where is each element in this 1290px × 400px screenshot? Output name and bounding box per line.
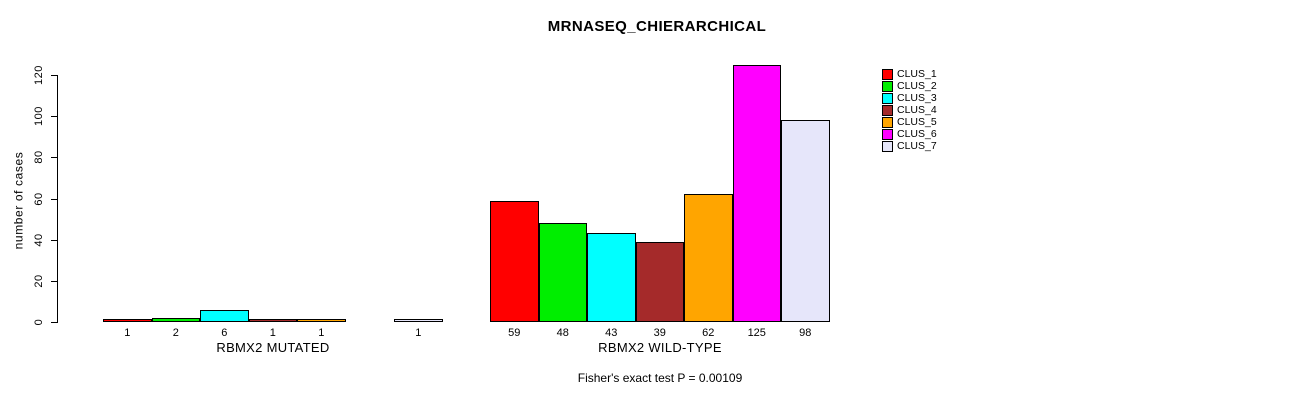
y-tick-mark	[51, 281, 57, 282]
bar-value-label: 43	[605, 327, 618, 339]
y-tick-label: 100	[33, 106, 45, 126]
annotation-pvalue: Fisher's exact test P = 0.00109	[577, 371, 743, 385]
legend-entry: CLUS_3	[882, 92, 937, 104]
y-tick-label: 80	[33, 150, 45, 164]
bar-clus_7	[781, 120, 830, 322]
y-tick-label: 120	[33, 65, 45, 85]
chart-title: MRNASEQ_CHIERARCHICAL	[547, 18, 767, 35]
legend-swatch	[882, 140, 893, 152]
legend-label: CLUS_3	[897, 91, 937, 104]
bar-clus_1	[103, 318, 152, 322]
bar-clus_2	[151, 317, 200, 322]
legend-swatch	[882, 92, 893, 104]
bar-clus_5	[297, 318, 346, 322]
y-tick-mark	[51, 157, 57, 158]
y-tick-mark	[51, 240, 57, 241]
bar-clus_5	[684, 194, 733, 322]
legend-entry: CLUS_1	[882, 68, 937, 80]
y-tick-mark	[51, 199, 57, 200]
legend-entry: CLUS_5	[882, 116, 937, 128]
bar-value-label	[346, 327, 395, 339]
legend-swatch	[882, 116, 893, 128]
y-tick-label: 40	[33, 233, 45, 247]
bar-clus_4	[248, 318, 297, 322]
y-tick-label: 60	[33, 192, 45, 206]
bar-clus_7	[394, 318, 443, 322]
bar-value-label: 98	[799, 327, 812, 339]
legend-label: CLUS_4	[897, 103, 937, 116]
legend-entry: CLUS_2	[882, 80, 937, 92]
bar-value-label: 39	[653, 327, 666, 339]
bar-value-label: 48	[556, 327, 569, 339]
bar-clus_1	[490, 200, 539, 322]
bar-value-label: 6	[221, 327, 228, 339]
legend-swatch	[882, 128, 893, 140]
y-tick-mark	[51, 322, 57, 323]
legend-entry: CLUS_4	[882, 104, 937, 116]
bar-clus_3	[587, 233, 636, 322]
bar-value-label: 1	[124, 327, 131, 339]
bar-value-label: 1	[269, 327, 276, 339]
y-axis-line	[57, 75, 58, 323]
legend-label: CLUS_2	[897, 79, 937, 92]
y-tick-label: 0	[33, 318, 45, 326]
legend-swatch	[882, 80, 893, 92]
group-label-mutated: RBMX2 MUTATED	[216, 340, 330, 355]
bar-value-label: 1	[318, 327, 325, 339]
bar-clus_3	[200, 309, 249, 322]
bar-clus_6	[732, 64, 781, 322]
bar-clus_2	[538, 223, 587, 322]
legend-entry: CLUS_6	[882, 128, 937, 140]
group-label-wildtype: RBMX2 WILD-TYPE	[598, 340, 722, 355]
bar-value-label: 62	[702, 327, 715, 339]
y-tick-mark	[51, 75, 57, 76]
bar-clus_4	[635, 241, 684, 322]
legend-swatch	[882, 68, 893, 80]
bar-value-label: 125	[747, 327, 766, 339]
legend-label: CLUS_7	[897, 139, 937, 152]
legend-label: CLUS_5	[897, 115, 937, 128]
bar-value-label: 59	[508, 327, 521, 339]
bar-value-label: 2	[172, 327, 179, 339]
y-tick-label: 20	[33, 274, 45, 288]
legend-label: CLUS_6	[897, 127, 937, 140]
bar-value-label: 1	[415, 327, 422, 339]
legend-entry: CLUS_7	[882, 140, 937, 152]
legend-swatch	[882, 104, 893, 116]
y-tick-mark	[51, 116, 57, 117]
legend: CLUS_1 CLUS_2 CLUS_3 CLUS_4 CLUS_5 CLUS_6 CLUS…	[882, 68, 937, 152]
y-axis-label: number of cases	[11, 151, 26, 250]
legend-label: CLUS_1	[897, 67, 937, 80]
